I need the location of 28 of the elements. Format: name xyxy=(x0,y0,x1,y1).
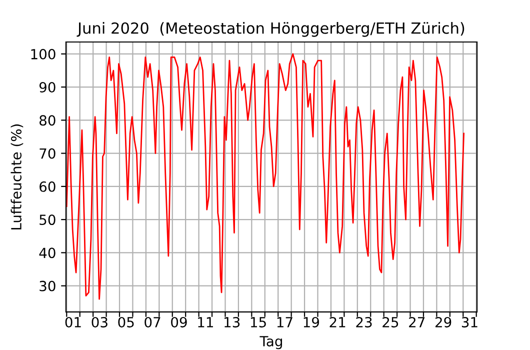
x-tick-label: 09 xyxy=(171,316,187,328)
y-tick-label: 90 xyxy=(39,82,56,93)
x-tick-label: 05 xyxy=(118,316,134,328)
x-axis-title: Tag xyxy=(260,336,282,350)
x-tick-label: 11 xyxy=(198,317,213,328)
x-tick-label: 07 xyxy=(144,316,160,328)
x-tick-label: 15 xyxy=(250,317,266,328)
y-axis-title: Luftfeuchte (%) xyxy=(10,124,24,230)
chart-title: Juni 2020 (Meteostation Hönggerberg/ETH Zürich) xyxy=(76,22,464,37)
x-tick-label: 03 xyxy=(92,316,108,328)
x-tick-label: 29 xyxy=(435,316,452,328)
y-tick-label: 70 xyxy=(40,148,56,159)
x-tick-label: 25 xyxy=(382,316,398,328)
x-tick-label: 19 xyxy=(304,316,319,328)
x-tick-label: 01 xyxy=(65,316,81,328)
x-tick-label: 21 xyxy=(330,316,346,328)
x-tick-label: 17 xyxy=(277,317,292,328)
x-tick-label: 31 xyxy=(462,316,478,328)
line-series xyxy=(66,53,464,300)
y-tick-label: 80 xyxy=(40,115,56,126)
y-tick-label: 50 xyxy=(40,214,56,226)
x-tick-label: 23 xyxy=(356,316,372,328)
y-tick-label: 60 xyxy=(40,181,56,192)
x-tick-label: 13 xyxy=(224,316,240,328)
x-tick-label: 27 xyxy=(409,316,425,328)
y-tick-label: 30 xyxy=(40,280,56,292)
y-tick-label: 100 xyxy=(31,48,56,60)
y-tick-label: 40 xyxy=(39,248,56,258)
